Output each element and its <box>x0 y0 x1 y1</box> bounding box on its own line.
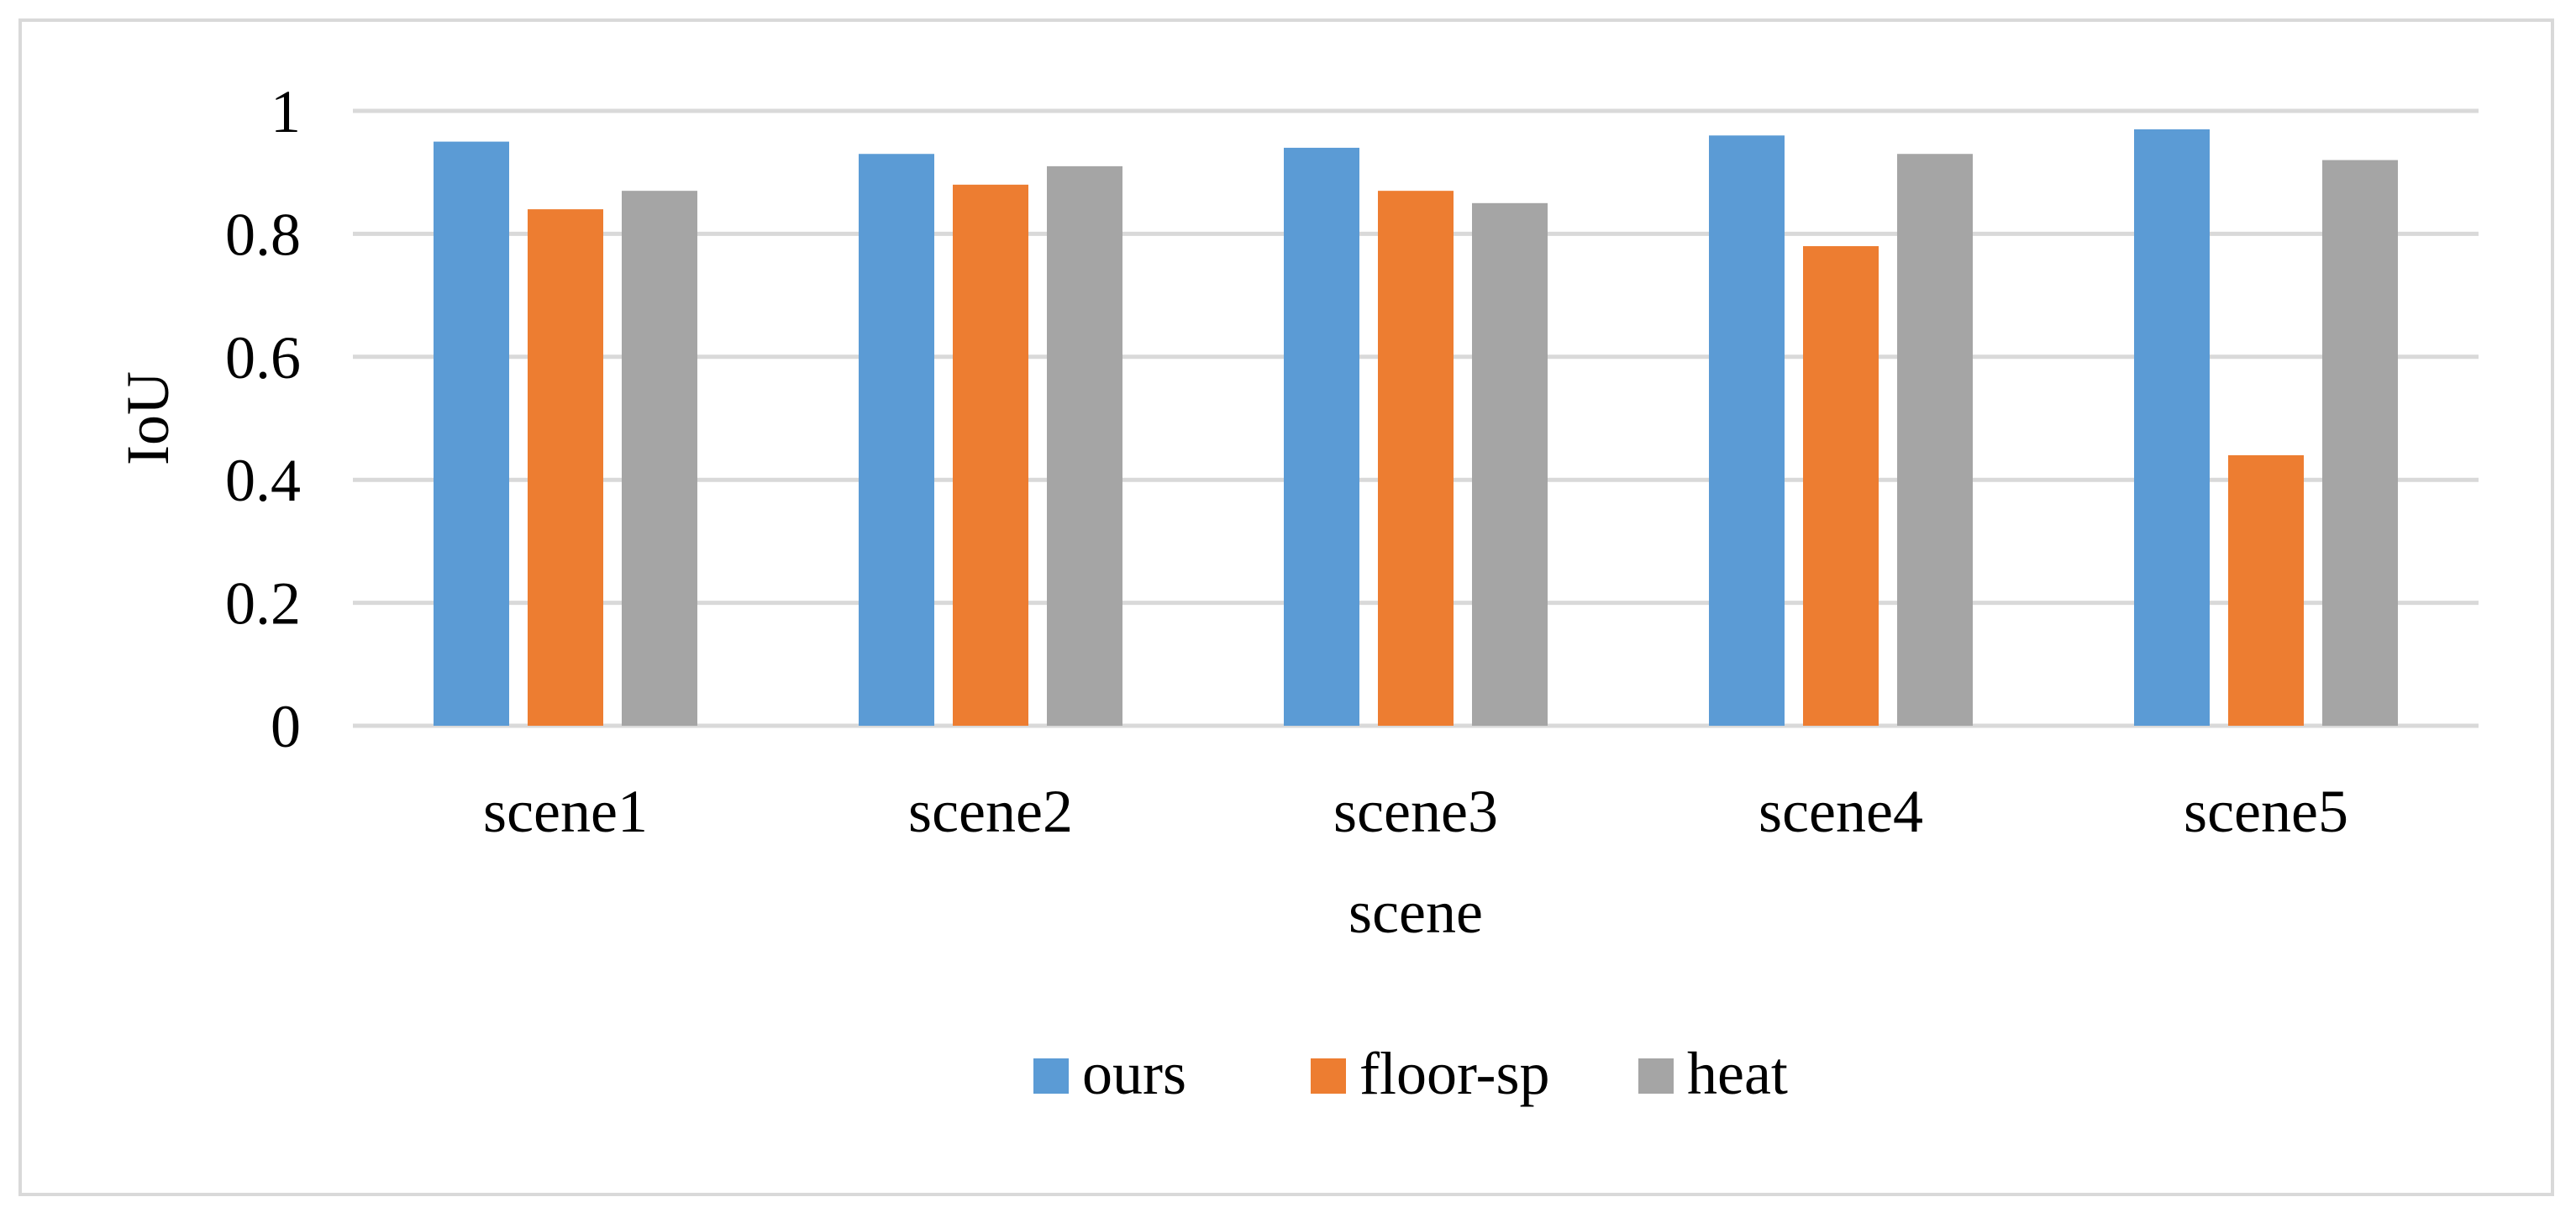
bar-ours-scene4 <box>1709 135 1785 726</box>
x-tick-label: scene5 <box>2184 778 2348 845</box>
x-tick-label: scene4 <box>1759 778 1923 845</box>
legend-swatch-floor-sp <box>1311 1058 1346 1094</box>
x-tick-label: scene2 <box>908 778 1073 845</box>
y-tick-label: 0 <box>271 693 301 760</box>
bar-floor-sp-scene4 <box>1803 246 1879 726</box>
y-tick-label: 0.8 <box>225 201 301 268</box>
y-tick-label: 1 <box>271 78 301 145</box>
y-tick-label: 0.2 <box>225 570 301 638</box>
y-tick-label: 0.6 <box>225 324 301 391</box>
bar-floor-sp-scene5 <box>2228 454 2304 726</box>
x-axis-title: scene <box>1348 879 1483 946</box>
legend-label-heat: heat <box>1687 1040 1788 1107</box>
legend-swatch-ours <box>1033 1058 1069 1094</box>
legend: ours floor-sp heat <box>1033 1040 1788 1107</box>
bar-ours-scene1 <box>434 141 509 727</box>
bar-ours-scene3 <box>1284 147 1359 727</box>
y-axis-ticks: 0 0.2 0.4 0.6 0.8 1 <box>225 78 301 760</box>
y-axis-title: IoU <box>114 371 181 465</box>
bars <box>434 129 2398 727</box>
bar-heat-scene4 <box>1897 154 1973 727</box>
x-tick-label: scene3 <box>1333 778 1498 845</box>
bar-heat-scene5 <box>2322 160 2398 726</box>
legend-label-ours: ours <box>1082 1040 1186 1107</box>
bar-ours-scene2 <box>859 154 934 727</box>
x-axis-ticks: scene1 scene2 scene3 scene4 scene5 <box>483 778 2348 845</box>
x-tick-label: scene1 <box>483 778 648 845</box>
y-tick-label: 0.4 <box>225 447 301 514</box>
bar-floor-sp-scene1 <box>528 209 603 726</box>
bar-heat-scene2 <box>1047 165 1122 726</box>
bar-heat-scene1 <box>622 191 697 726</box>
bar-floor-sp-scene3 <box>1378 191 1454 726</box>
bar-ours-scene5 <box>2134 129 2210 726</box>
legend-label-floor-sp: floor-sp <box>1359 1040 1550 1107</box>
legend-swatch-heat <box>1638 1058 1674 1094</box>
bar-heat-scene3 <box>1472 202 1548 727</box>
bar-floor-sp-scene2 <box>953 184 1028 727</box>
